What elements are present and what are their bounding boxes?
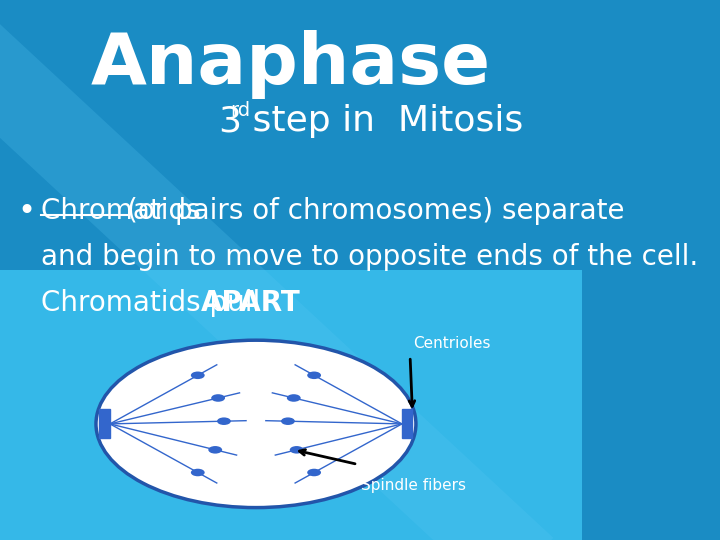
Ellipse shape <box>191 469 204 476</box>
FancyBboxPatch shape <box>99 409 110 438</box>
Text: 3: 3 <box>218 105 241 138</box>
Text: Anaphase: Anaphase <box>91 30 491 99</box>
Ellipse shape <box>287 394 301 402</box>
Ellipse shape <box>96 340 416 508</box>
Ellipse shape <box>307 469 321 476</box>
Ellipse shape <box>191 372 204 379</box>
Ellipse shape <box>289 446 304 454</box>
Ellipse shape <box>211 394 225 402</box>
Text: •: • <box>17 197 35 226</box>
Text: and begin to move to opposite ends of the cell.: and begin to move to opposite ends of th… <box>41 243 698 271</box>
Text: APART: APART <box>201 289 300 317</box>
Ellipse shape <box>217 417 231 425</box>
Text: rd: rd <box>230 101 250 120</box>
Text: Centrioles: Centrioles <box>413 336 490 351</box>
FancyBboxPatch shape <box>0 270 582 540</box>
Text: Spindle fibers: Spindle fibers <box>361 478 466 493</box>
Text: step in  Mitosis: step in Mitosis <box>241 105 523 138</box>
Text: Chromatids pull: Chromatids pull <box>41 289 269 317</box>
Ellipse shape <box>281 417 295 425</box>
Text: (or pairs of chromosomes) separate: (or pairs of chromosomes) separate <box>127 197 624 225</box>
Ellipse shape <box>307 372 321 379</box>
Ellipse shape <box>208 446 222 454</box>
Text: Chromatids: Chromatids <box>41 197 210 225</box>
FancyBboxPatch shape <box>402 409 413 438</box>
FancyBboxPatch shape <box>0 0 582 540</box>
